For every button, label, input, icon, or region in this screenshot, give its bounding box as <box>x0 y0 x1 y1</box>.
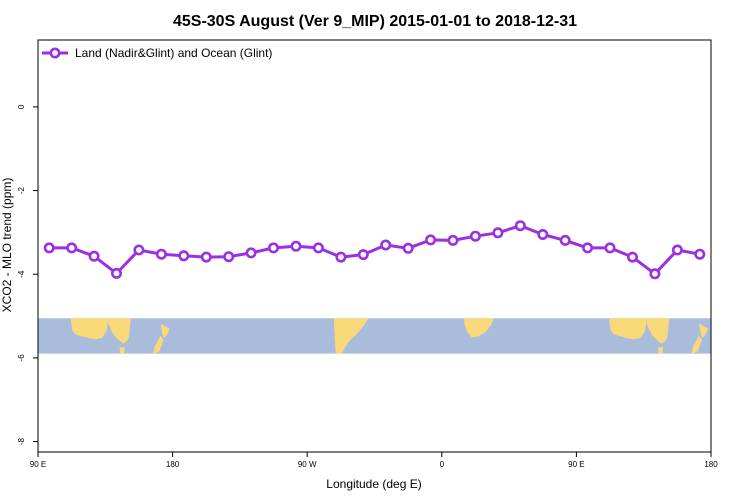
data-point <box>447 234 459 246</box>
data-point <box>290 240 302 252</box>
land-australia-west-repeat <box>609 318 647 340</box>
x-axis-label: Longitude (deg E) <box>326 477 421 491</box>
y-axis: 0 -2 -4 -6 -8 <box>17 104 38 445</box>
legend-label: Land (Nadir&Glint) and Ocean (Glint) <box>75 46 272 60</box>
data-point <box>357 249 369 261</box>
land-new-zealand-north <box>160 323 170 338</box>
land-australia-east <box>108 318 131 344</box>
data-point <box>223 251 235 263</box>
y-tick-label: -6 <box>17 354 26 362</box>
data-point <box>604 242 616 254</box>
y-tick-label: -2 <box>17 186 26 194</box>
x-tick-label: 0 <box>440 460 445 469</box>
x-axis: 90 E 180 90 W 0 90 E 180 <box>30 452 718 469</box>
chart-title: 45S-30S August (Ver 9_MIP) 2015-01-01 to… <box>173 13 577 30</box>
series-line <box>49 224 701 276</box>
data-point <box>178 250 190 262</box>
data-point <box>335 251 347 263</box>
land-shapes <box>70 318 708 354</box>
data-point <box>694 248 706 260</box>
y-tick-label: 0 <box>17 104 26 109</box>
y-axis-label: XCO2 - MLO trend (ppm) <box>0 178 14 313</box>
ocean-background <box>38 318 711 354</box>
data-point <box>267 242 279 254</box>
data-point <box>200 251 212 263</box>
legend: Land (Nadir&Glint) and Ocean (Glint) <box>42 46 272 60</box>
data-point <box>245 247 257 259</box>
land-australia-east-repeat <box>646 318 670 344</box>
data-point <box>402 242 414 254</box>
data-point <box>671 244 683 256</box>
data-point <box>66 242 78 254</box>
land-south-america <box>334 318 369 354</box>
data-point <box>514 220 526 232</box>
data-point <box>537 229 549 241</box>
plot-frame <box>37 39 712 453</box>
x-tick-label: 180 <box>704 460 718 469</box>
x-tick-label: 180 <box>166 460 180 469</box>
data-point <box>43 242 55 254</box>
data-point <box>380 239 392 251</box>
land-new-zealand-north-repeat <box>699 323 708 338</box>
data-point <box>469 230 481 242</box>
land-new-zealand-south <box>153 335 164 354</box>
data-point <box>111 267 123 279</box>
x-tick-label: 90 E <box>568 460 584 469</box>
data-point <box>88 250 100 262</box>
data-point <box>312 242 324 254</box>
y-tick-label: -8 <box>17 437 26 445</box>
y-tick-label: -4 <box>17 270 26 278</box>
data-point <box>559 234 571 246</box>
map-band <box>38 318 711 354</box>
land-tasmania <box>119 347 125 354</box>
land-new-zealand-south-repeat <box>691 335 702 354</box>
legend-marker <box>49 47 61 59</box>
data-point <box>155 248 167 260</box>
data-point <box>649 268 661 280</box>
land-tasmania-repeat <box>657 347 664 354</box>
land-africa-south <box>464 318 495 338</box>
data-point <box>626 251 638 263</box>
x-tick-label: 90 E <box>30 460 46 469</box>
data-point <box>492 227 504 239</box>
series-layer <box>43 220 706 280</box>
data-point <box>582 242 594 254</box>
land-australia-west <box>70 318 109 340</box>
data-point <box>425 234 437 246</box>
x-tick-label: 90 W <box>298 460 317 469</box>
data-point <box>133 244 145 256</box>
